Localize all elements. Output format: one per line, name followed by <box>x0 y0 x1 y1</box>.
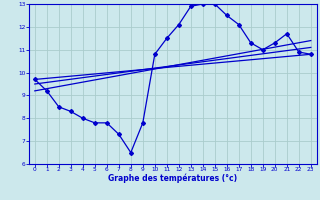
X-axis label: Graphe des températures (°c): Graphe des températures (°c) <box>108 174 237 183</box>
